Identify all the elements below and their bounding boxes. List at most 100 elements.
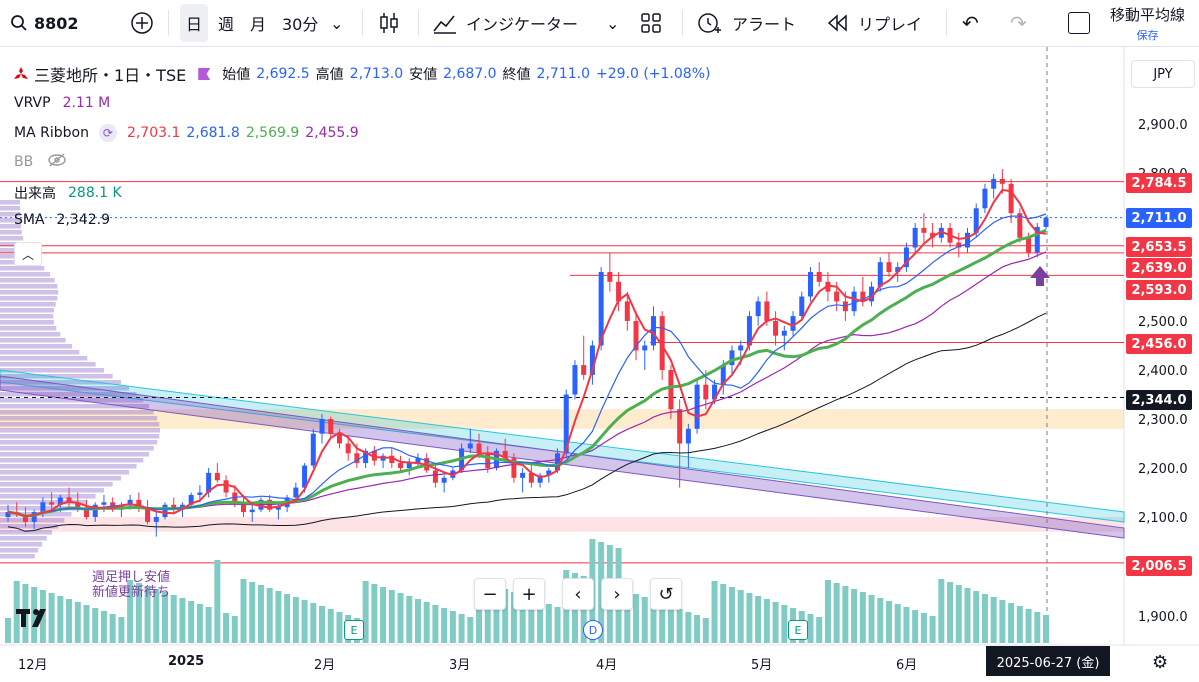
interval-dropdown[interactable]: ⌄ — [330, 0, 343, 46]
earnings-marker[interactable]: E — [788, 620, 808, 640]
dividend-marker[interactable]: D — [583, 620, 603, 640]
chevron-down-icon: ⌄ — [330, 13, 344, 33]
volume-profile-bar — [0, 206, 21, 211]
eye-off-icon[interactable] — [47, 153, 67, 171]
legend-ma-ribbon[interactable]: MA Ribbon ⟳ 2,703.1 2,681.8 2,569.9 2,45… — [14, 124, 359, 142]
zoom-in-button[interactable]: + — [513, 578, 545, 610]
symbol-search[interactable]: 8802 — [10, 0, 79, 46]
indicators-button[interactable]: インジケーター — [432, 0, 578, 46]
compare-button[interactable] — [130, 0, 154, 46]
reset-chart-button[interactable]: ↺ — [650, 578, 682, 610]
scroll-right-button[interactable]: › — [601, 578, 633, 610]
currency-selector[interactable]: JPY — [1131, 60, 1195, 88]
candle-body — [537, 475, 543, 483]
volume-profile-bar — [0, 434, 160, 439]
volume-profile-bar — [0, 302, 56, 307]
candle-body — [930, 232, 936, 238]
legend-vrvp[interactable]: VRVP 2.11 M — [14, 95, 110, 111]
candle-body — [598, 272, 604, 346]
chevron-right-icon: › — [613, 583, 621, 605]
volume-bar — [109, 614, 116, 643]
volume-bar — [877, 598, 884, 643]
candle-body — [31, 512, 37, 522]
candle-body — [938, 227, 944, 238]
volume-bar — [249, 582, 256, 643]
earnings-marker[interactable]: E — [344, 620, 364, 640]
replay-button[interactable]: リプレイ — [826, 0, 922, 46]
legend-volume[interactable]: 出来高 288.1 K — [14, 183, 122, 203]
tradingview-logo-icon[interactable] — [16, 606, 56, 634]
save-layout-checkbox[interactable] — [1068, 0, 1090, 46]
x-tick: 3月 — [449, 658, 471, 673]
volume-profile-bar — [0, 458, 144, 463]
redo-button[interactable]: ↷ — [1010, 0, 1027, 46]
volume-profile-bar — [0, 308, 55, 313]
volume-bar — [545, 604, 552, 643]
toolbar-divider — [362, 10, 363, 36]
volume-bar — [537, 601, 544, 643]
candle-body — [668, 370, 674, 410]
volume-bar — [467, 617, 474, 643]
interval-week-button[interactable]: 週 — [218, 0, 234, 46]
ma-ribbon-label: MA Ribbon — [14, 125, 89, 141]
interval-month-button[interactable]: 月 — [250, 0, 266, 46]
volume-profile-bar — [0, 500, 88, 505]
layout-name[interactable]: 移動平均線 保存 — [1110, 0, 1185, 46]
volume-profile-bar — [0, 296, 58, 301]
annotation-text[interactable]: 週足押し安値 新値更新待ち — [92, 570, 170, 600]
undo-button[interactable]: ↶ — [962, 0, 979, 46]
volume-profile-bar — [0, 470, 130, 475]
candle-body — [398, 463, 404, 468]
candle-body — [241, 502, 247, 513]
volume-profile-bar — [0, 404, 150, 409]
ma-blue-line — [7, 213, 1047, 517]
candle-body — [616, 281, 622, 302]
volume-profile-bar — [0, 266, 45, 271]
chart-settings-button[interactable]: ⚙ — [1152, 652, 1168, 673]
interval-day-button[interactable]: 日 — [180, 4, 209, 42]
candle-body — [755, 301, 761, 317]
volume-bar — [135, 583, 142, 643]
candle-body — [869, 286, 875, 302]
candle-body — [520, 472, 526, 478]
volume-bar — [336, 612, 343, 643]
scroll-left-button[interactable]: ‹ — [562, 578, 594, 610]
grid-icon — [641, 13, 661, 33]
volume-bar — [127, 580, 134, 643]
candle-body — [555, 453, 561, 471]
volume-profile-bar — [0, 356, 88, 361]
alert-button[interactable]: アラート — [696, 0, 796, 46]
volume-bar — [397, 593, 404, 643]
volume-bar — [955, 585, 962, 643]
candle-body — [75, 502, 81, 508]
legend-bb[interactable]: BB — [14, 153, 67, 171]
chart-type-button[interactable] — [378, 0, 400, 46]
candle-body — [249, 509, 255, 513]
legend-sma[interactable]: SMA 2,342.9 — [14, 212, 110, 228]
open-value: 2,692.5 — [256, 66, 310, 82]
volume-bar — [929, 616, 936, 643]
mitsubishi-logo-icon — [14, 67, 28, 81]
legend-collapse-button[interactable]: ︿ — [14, 242, 42, 266]
layouts-button[interactable] — [640, 0, 662, 46]
indicators-dropdown[interactable]: ⌄ — [606, 0, 619, 46]
volume-bar — [362, 581, 369, 643]
candle-body — [563, 394, 569, 454]
y-tick: 2,300.0 — [1138, 413, 1188, 428]
candle-body — [703, 384, 709, 400]
interval-30m-button[interactable]: 30分 — [282, 0, 318, 46]
volume-profile-bar — [0, 338, 66, 343]
sma-value: 2,342.9 — [56, 212, 110, 228]
volume-bar — [162, 592, 169, 643]
legend-main: 三菱地所・1日・TSE 始値 2,692.5 高値 2,713.0 安値 2,687.… — [14, 62, 710, 86]
y-tick: 2,400.0 — [1138, 364, 1188, 379]
volume-profile-bar — [0, 224, 21, 229]
purple-flag-icon[interactable] — [198, 68, 211, 80]
price-label-crosshair: 2,344.0 — [1126, 390, 1192, 410]
zoom-out-button[interactable]: − — [474, 578, 506, 610]
volume-profile-bar — [0, 446, 154, 451]
sync-icon[interactable]: ⟳ — [98, 124, 117, 142]
volume-profile-bar — [0, 428, 160, 433]
candle-body — [624, 301, 630, 321]
